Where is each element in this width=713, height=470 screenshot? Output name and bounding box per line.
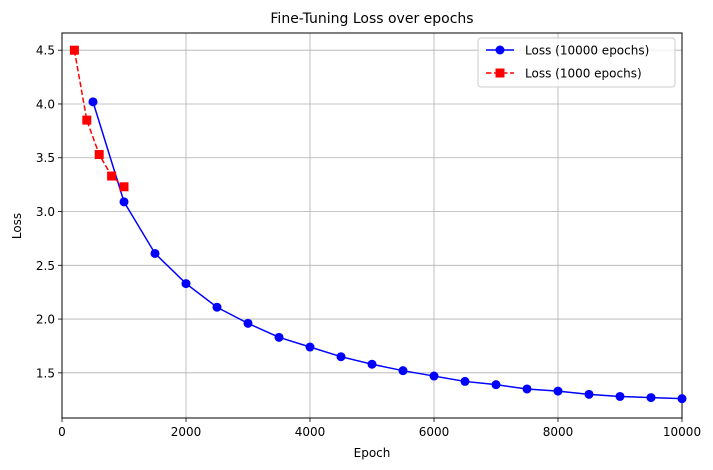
data-point	[88, 97, 98, 107]
data-point	[69, 45, 79, 55]
series-2	[69, 45, 129, 192]
data-point	[615, 391, 625, 401]
plot-frame	[61, 32, 683, 419]
data-point	[646, 393, 656, 403]
data-point	[212, 302, 222, 312]
data-point	[336, 352, 346, 362]
y-tick-label: 3.5	[36, 151, 55, 165]
data-point	[107, 171, 117, 181]
legend-label-series-1: Loss (10000 epochs)	[525, 44, 649, 58]
legend-label-series-2: Loss (1000 epochs)	[525, 67, 642, 81]
data-point	[119, 197, 129, 207]
chart-title: Fine-Tuning Loss over epochs	[270, 11, 473, 27]
data-point	[584, 389, 594, 399]
y-tick-label: 2.5	[36, 259, 55, 273]
data-point	[522, 384, 532, 394]
data-point	[94, 150, 104, 160]
data-point	[460, 376, 470, 386]
y-tick-label: 3.0	[36, 205, 55, 219]
series-line	[92, 101, 683, 400]
x-axis-label: Epoch	[354, 446, 391, 460]
legend: Loss (10000 epochs) Loss (1000 epochs)	[477, 37, 676, 88]
x-tick-label: 4000	[295, 425, 326, 439]
data-point	[677, 394, 687, 404]
data-point	[150, 248, 160, 258]
y-tick-label: 4.5	[36, 44, 55, 58]
legend-marker-series-2	[495, 68, 505, 78]
series-layer	[69, 45, 687, 404]
series-line	[73, 50, 125, 188]
data-point	[305, 342, 315, 352]
data-point	[119, 182, 129, 192]
y-tick-label: 4.0	[36, 97, 55, 111]
x-tick-label: 8000	[543, 425, 574, 439]
legend-box	[477, 37, 676, 88]
x-tick-label: 6000	[419, 425, 450, 439]
data-point	[553, 386, 563, 396]
data-point	[398, 366, 408, 376]
x-tick-label: 0	[58, 425, 66, 439]
axes: 0 2000 4000 6000 8000 10000 1.5 2.0 2.5 3.0 3.5 4.0…	[36, 44, 701, 439]
data-point	[491, 380, 501, 390]
data-point	[429, 371, 439, 381]
data-point	[181, 279, 191, 289]
legend-marker-series-1	[495, 45, 505, 55]
data-point	[367, 359, 377, 369]
data-point	[274, 332, 284, 342]
x-tick-label: 10000	[663, 425, 701, 439]
y-tick-label: 2.0	[36, 313, 55, 327]
y-tick-label: 1.5	[36, 366, 55, 380]
data-point	[243, 318, 253, 328]
y-axis-label: Loss	[10, 213, 24, 239]
data-point	[82, 115, 92, 125]
series-1	[88, 97, 687, 404]
x-tick-label: 2000	[171, 425, 202, 439]
